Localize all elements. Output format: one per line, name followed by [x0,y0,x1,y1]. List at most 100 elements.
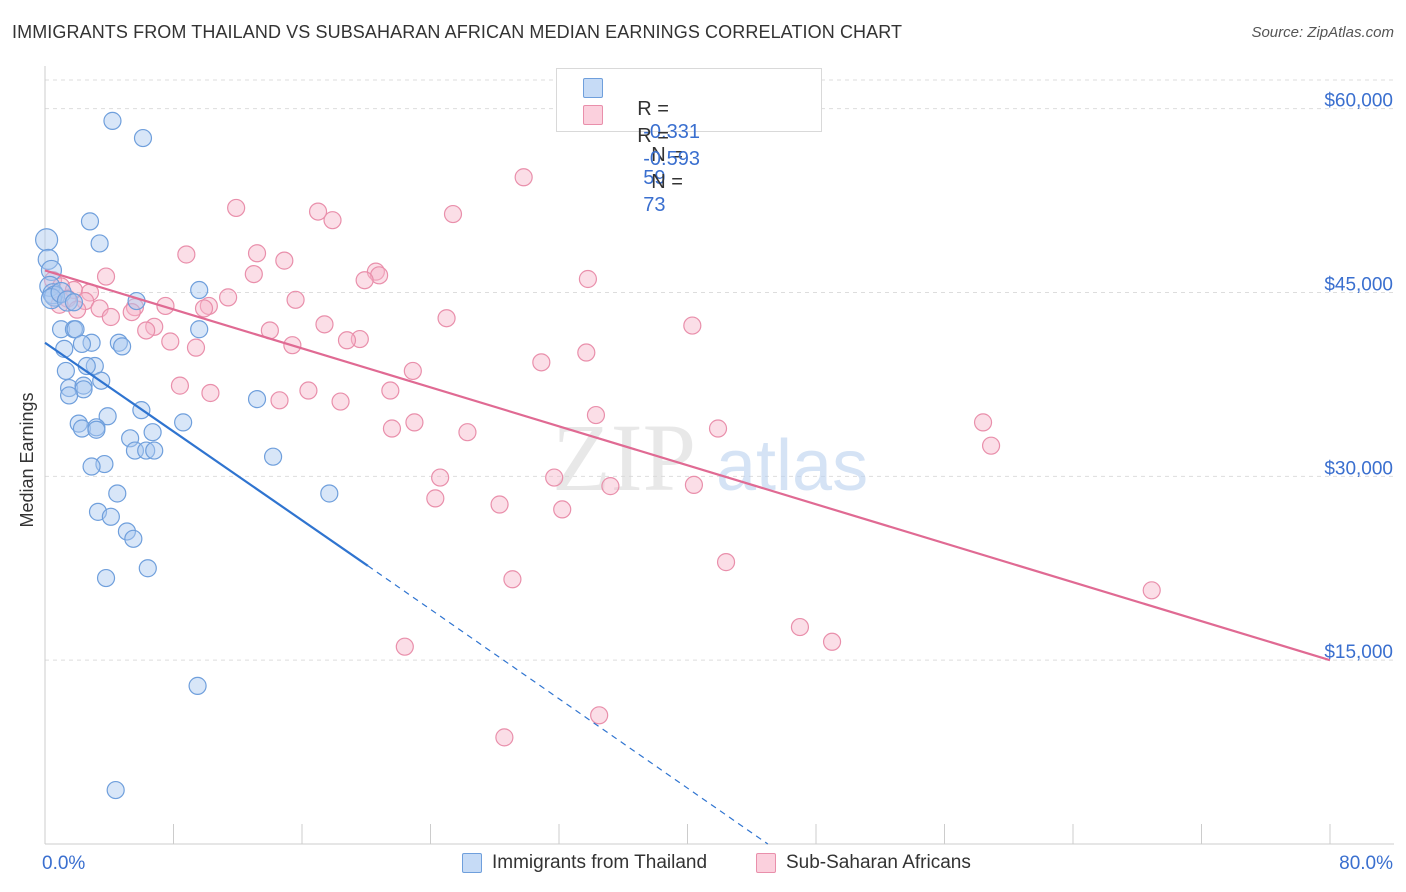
data-point-subsaharan [177,245,196,264]
data-point-thailand [44,285,66,307]
data-point-thailand [50,281,72,304]
data-point-subsaharan [426,489,445,508]
data-point-subsaharan [490,495,509,514]
data-point-thailand [188,676,207,695]
data-point-thailand [133,128,153,148]
legend-swatch-thailand [583,78,603,98]
y-tick-label: $30,000 [1324,458,1393,479]
data-point-subsaharan [403,361,422,381]
data-point-subsaharan [532,353,551,372]
data-point-subsaharan [337,331,357,350]
legend-r-value: -0.331 [643,121,700,143]
data-point-thailand [82,333,101,352]
data-point-subsaharan [270,391,289,410]
watermark-zip: ZIP [552,404,696,511]
data-point-thailand [320,484,339,503]
data-point-subsaharan [275,251,294,270]
data-point-subsaharan [219,288,238,307]
data-point-subsaharan [227,198,246,218]
trend-line-thailand-extension [367,565,769,845]
data-point-subsaharan [708,419,728,438]
legend: R = -0.331 N = 59 R = -0.593 N = 73 [556,68,822,216]
trend-line-thailand [44,341,369,567]
data-point-subsaharan [299,381,318,400]
data-point-subsaharan [96,267,116,286]
data-point-subsaharan [586,405,606,425]
data-point-subsaharan [973,413,993,432]
data-point-thailand [138,559,157,578]
series-thailand-points [35,111,339,800]
data-point-subsaharan [437,309,456,328]
legend-r-label: R = [637,98,669,120]
data-point-subsaharan [790,617,810,637]
data-point-thailand [72,419,92,438]
legend-r-value: -0.593 [643,148,700,170]
data-point-thailand [72,334,92,354]
legend-n-label: N = [651,171,683,193]
data-point-subsaharan [201,383,220,403]
data-point-subsaharan [514,168,533,187]
data-point-thailand [87,420,106,439]
y-tick-label: $15,000 [1324,642,1393,663]
data-point-thailand [101,507,120,526]
data-point-thailand [103,111,122,130]
legend-row-thailand: R = -0.331 N = 59 [615,75,700,213]
legend-n-label: N = [651,144,683,166]
data-point-subsaharan [545,468,564,487]
data-point-thailand [80,212,100,231]
data-point-subsaharan [137,321,156,340]
data-point-thailand [40,259,63,282]
data-point-subsaharan [684,475,704,494]
data-point-thailand [145,441,164,460]
data-point-subsaharan [1142,581,1161,600]
data-point-thailand [263,447,283,466]
data-point-thailand [59,378,79,398]
data-point-subsaharan [194,299,214,318]
data-point-subsaharan [355,271,374,290]
data-point-subsaharan [503,570,522,589]
series-sub-saharan-points [43,168,1161,747]
data-point-subsaharan [308,202,328,221]
data-point-subsaharan [395,637,414,656]
data-point-subsaharan [381,381,400,400]
y-tick-label: $45,000 [1324,274,1393,295]
data-point-thailand [98,407,117,426]
data-point-subsaharan [315,315,334,334]
data-point-subsaharan [244,264,263,284]
data-point-thailand [108,484,127,503]
chart-source: Source: ZipAtlas.com [1251,24,1394,41]
legend-row-subsaharan: R = -0.593 N = 73 [615,102,700,240]
data-point-subsaharan [247,244,267,263]
y-axis-label: Median Earnings [17,392,37,527]
data-point-thailand [117,522,137,541]
data-point-thailand [174,413,193,432]
data-point-subsaharan [350,329,369,349]
data-point-subsaharan [170,376,190,395]
data-point-subsaharan [161,332,180,351]
legend-n-value: 73 [643,194,666,216]
data-point-subsaharan [370,266,389,285]
data-point-thailand [106,780,125,800]
trend-lines [44,269,1331,845]
bottom-legend-thailand: Immigrants from Thailand [492,852,708,873]
data-point-thailand [190,280,209,300]
data-point-subsaharan [286,290,305,309]
data-point-thailand [56,361,75,381]
data-point-thailand [59,386,79,405]
data-point-thailand [247,390,267,409]
data-point-thailand [82,457,101,476]
data-point-thailand [35,228,59,252]
data-point-thailand [64,293,84,312]
data-point-subsaharan [578,269,598,289]
data-point-subsaharan [331,392,350,411]
data-point-thailand [69,414,88,433]
legend-n-value: 59 [643,167,666,189]
data-point-subsaharan [199,296,218,316]
bottom-legend-swatch-subsaharan [756,853,776,873]
data-point-subsaharan [683,316,702,335]
data-point-subsaharan [981,436,1001,455]
data-point-subsaharan [458,423,477,442]
data-point-subsaharan [323,211,342,230]
data-point-subsaharan [601,477,620,496]
